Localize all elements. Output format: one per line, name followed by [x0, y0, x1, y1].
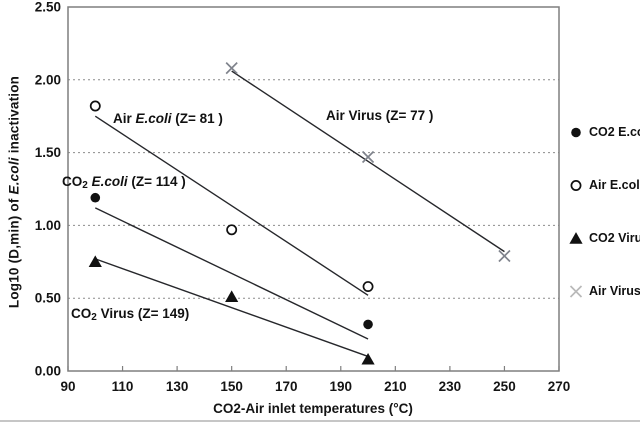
y-axis-title: Log10 (D,min) of E.coli inactivation	[6, 75, 22, 309]
marker-air-e-coli	[226, 224, 238, 236]
legend-open-circle	[570, 180, 582, 191]
x-tick-label: 130	[166, 379, 189, 394]
legend-open-circle-icon	[570, 180, 582, 191]
legend-item-co2-e-coli: CO2 E.coli	[568, 124, 640, 140]
x-tick-label: 230	[439, 379, 462, 394]
x-tick-label: 210	[384, 379, 407, 394]
marker-air-e-coli	[89, 100, 101, 112]
y-tick-label: 1.50	[35, 145, 61, 160]
legend-filled-triangle	[569, 232, 583, 244]
legend-item-air-virus: Air Virus	[568, 283, 640, 299]
x-tick-label: 190	[330, 379, 353, 394]
legend-item-co2-virus: CO2 Virus	[568, 230, 640, 246]
x-tick-label: 110	[112, 379, 134, 394]
marker-air-virus	[225, 62, 238, 75]
image-bottom-edge	[0, 420, 640, 422]
air-ecoli-label: Air E.coli (Z= 81 )	[113, 111, 223, 126]
y-tick-label: 2.50	[35, 0, 61, 15]
marker-air-virus	[498, 249, 511, 263]
legend-x-cross-icon	[569, 285, 583, 298]
air-virus-label: Air Virus (Z= 77 )	[326, 108, 434, 123]
legend-label: Air E.coli	[589, 178, 640, 192]
x-tick-label: 270	[548, 379, 571, 394]
legend-filled-triangle-icon	[569, 232, 583, 244]
marker-air-e-coli	[362, 281, 374, 293]
legend-item-air-e-coli: Air E.coli	[568, 177, 640, 193]
x-tick-label: 170	[275, 379, 298, 394]
co2-virus-label: CO2 Virus (Z= 149)	[71, 306, 190, 323]
co2-ecoli-label: CO2 E.coli (Z= 114 )	[62, 174, 186, 191]
legend-label: CO2 E.coli	[589, 125, 640, 139]
legend-filled-circle-icon	[571, 127, 581, 138]
y-tick-label: 0.50	[35, 291, 61, 306]
marker-co2-virus	[88, 255, 102, 267]
y-tick-label: 2.00	[35, 72, 61, 87]
x-tick-label: 90	[60, 379, 75, 394]
legend-label: CO2 Virus	[589, 231, 640, 245]
trendline-co2-virus	[95, 258, 369, 358]
legend-x-cross	[569, 285, 583, 298]
legend-label: Air Virus	[589, 284, 640, 298]
marker-co2-e-coli	[363, 319, 373, 330]
marker-co2-virus	[225, 290, 239, 302]
y-tick-label: 0.00	[35, 364, 61, 379]
trendline-air-virus	[231, 70, 505, 253]
marker-co2-e-coli	[90, 192, 101, 203]
trendline-co2-e-coli	[94, 207, 369, 340]
legend-filled-circle	[571, 127, 581, 138]
x-tick-label: 150	[220, 379, 243, 394]
x-axis-title: CO2-Air inlet temperatures (°C)	[213, 401, 413, 416]
y-tick-label: 1.00	[35, 218, 61, 233]
marker-air-virus	[361, 150, 375, 164]
marker-co2-virus	[361, 352, 375, 365]
trendline-air-e-coli	[94, 115, 369, 296]
plot-border	[67, 6, 560, 372]
x-tick-label: 250	[493, 379, 516, 394]
